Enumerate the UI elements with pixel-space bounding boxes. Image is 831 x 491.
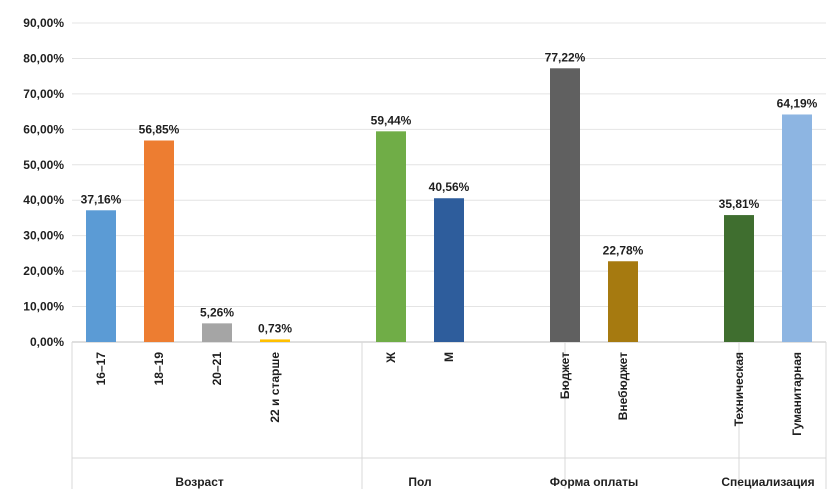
data-label: 37,16% <box>81 192 122 206</box>
data-label: 40,56% <box>429 180 470 194</box>
data-label: 56,85% <box>139 122 180 136</box>
y-tick-label: 60,00% <box>23 122 64 136</box>
category-label: Гуманитарная <box>790 352 804 436</box>
y-tick-label: 50,00% <box>23 158 64 172</box>
y-tick-label: 30,00% <box>23 229 64 243</box>
group-label: Возраст <box>175 475 223 489</box>
y-tick-label: 90,00% <box>23 16 64 30</box>
group-label: Форма оплаты <box>550 475 638 489</box>
category-label: 18–19 <box>152 352 166 386</box>
bar <box>86 210 116 342</box>
bar <box>608 261 638 342</box>
data-label: 35,81% <box>719 197 760 211</box>
data-label: 64,19% <box>777 96 818 110</box>
bar <box>144 140 174 342</box>
category-label: Бюджет <box>558 352 572 399</box>
group-label: Пол <box>408 475 431 489</box>
bar <box>202 323 232 342</box>
data-label: 77,22% <box>545 50 586 64</box>
category-label: 20–21 <box>210 352 224 386</box>
category-label: Внебюджет <box>616 352 630 420</box>
bar <box>782 114 812 342</box>
y-tick-label: 20,00% <box>23 264 64 278</box>
group-label: Специализация <box>721 475 814 489</box>
bar <box>724 215 754 342</box>
category-label: М <box>442 352 456 362</box>
bar <box>260 339 290 342</box>
category-label: 16–17 <box>94 352 108 386</box>
category-label: 22 и старше <box>268 352 282 423</box>
y-tick-label: 70,00% <box>23 87 64 101</box>
y-tick-label: 10,00% <box>23 300 64 314</box>
y-tick-label: 80,00% <box>23 51 64 65</box>
category-label: Ж <box>384 352 398 364</box>
bar <box>434 198 464 342</box>
y-tick-label: 0,00% <box>30 335 64 349</box>
bar <box>376 131 406 342</box>
data-label: 22,78% <box>603 243 644 257</box>
y-tick-label: 40,00% <box>23 193 64 207</box>
bar <box>550 68 580 342</box>
data-label: 59,44% <box>371 113 412 127</box>
category-label: Техническая <box>732 352 746 426</box>
data-label: 0,73% <box>258 321 292 335</box>
data-label: 5,26% <box>200 305 234 319</box>
